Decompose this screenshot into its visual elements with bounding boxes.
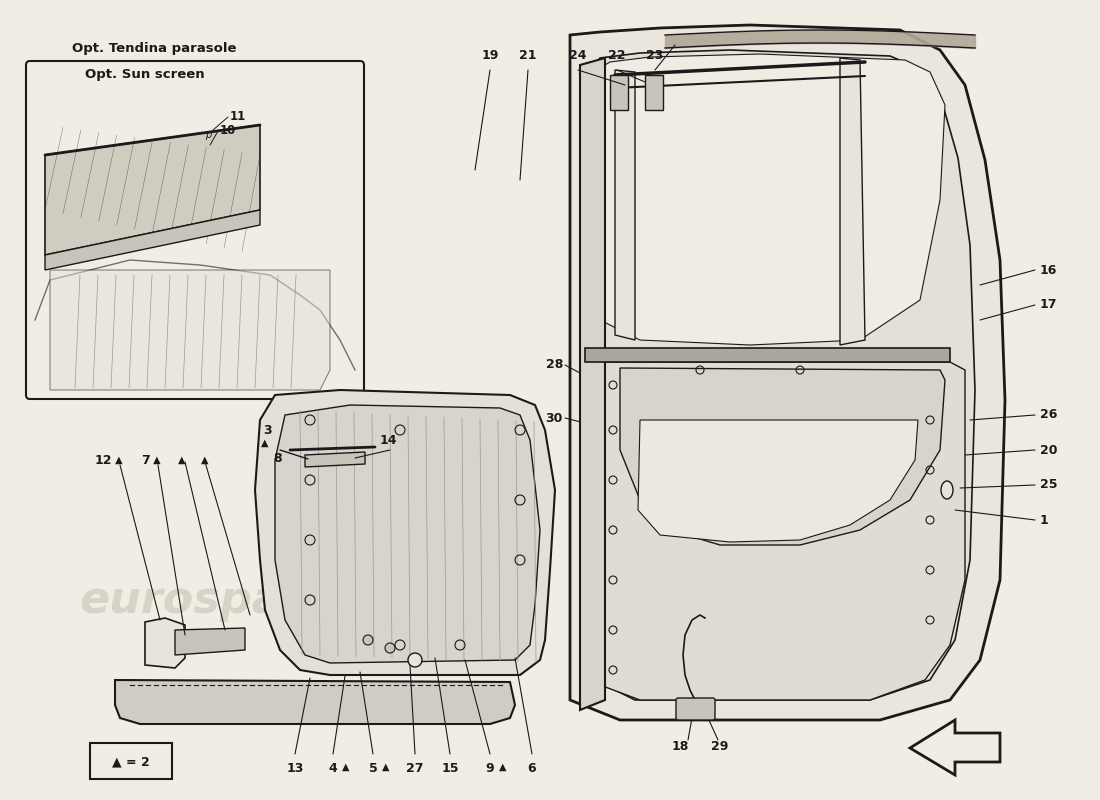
Text: ▲: ▲ bbox=[178, 455, 186, 465]
Text: eurospares: eurospares bbox=[609, 558, 891, 602]
Text: Opt. Sun screen: Opt. Sun screen bbox=[85, 68, 205, 81]
Text: 22: 22 bbox=[608, 49, 626, 62]
Text: 8: 8 bbox=[274, 452, 283, 465]
Polygon shape bbox=[910, 720, 1000, 775]
Text: 11: 11 bbox=[230, 110, 246, 123]
Ellipse shape bbox=[940, 481, 953, 499]
Text: 12: 12 bbox=[95, 454, 112, 466]
Text: 13: 13 bbox=[286, 762, 304, 775]
Polygon shape bbox=[620, 368, 945, 545]
Text: 3: 3 bbox=[264, 424, 273, 437]
Text: 25: 25 bbox=[1040, 478, 1057, 491]
Text: 24: 24 bbox=[570, 49, 586, 62]
Text: 30: 30 bbox=[546, 411, 563, 425]
Text: 23: 23 bbox=[647, 49, 663, 62]
Polygon shape bbox=[840, 58, 865, 345]
Polygon shape bbox=[45, 125, 260, 255]
Circle shape bbox=[363, 635, 373, 645]
Text: 7: 7 bbox=[141, 454, 150, 466]
Text: 6: 6 bbox=[528, 762, 537, 775]
Text: 19: 19 bbox=[482, 49, 498, 62]
Polygon shape bbox=[45, 210, 260, 270]
Circle shape bbox=[408, 653, 422, 667]
Text: ▲: ▲ bbox=[150, 455, 161, 465]
Text: 4: 4 bbox=[329, 762, 338, 775]
Polygon shape bbox=[50, 270, 330, 390]
Circle shape bbox=[385, 643, 395, 653]
Text: 29: 29 bbox=[712, 740, 728, 753]
Text: ▲ = 2: ▲ = 2 bbox=[112, 755, 150, 769]
Polygon shape bbox=[585, 348, 950, 362]
FancyBboxPatch shape bbox=[90, 743, 172, 779]
Polygon shape bbox=[116, 680, 515, 724]
Text: 26: 26 bbox=[1040, 409, 1057, 422]
Polygon shape bbox=[600, 362, 965, 700]
Text: ▲: ▲ bbox=[112, 455, 122, 465]
Polygon shape bbox=[638, 420, 918, 542]
Text: 18: 18 bbox=[671, 740, 689, 753]
Polygon shape bbox=[275, 405, 540, 663]
Text: 16: 16 bbox=[1040, 263, 1057, 277]
Polygon shape bbox=[615, 70, 635, 340]
Text: 21: 21 bbox=[519, 49, 537, 62]
Polygon shape bbox=[570, 25, 1005, 720]
Text: 28: 28 bbox=[546, 358, 563, 371]
Polygon shape bbox=[145, 618, 185, 668]
Text: p: p bbox=[205, 130, 211, 140]
Bar bbox=[610, 75, 628, 110]
Bar bbox=[645, 75, 663, 110]
Polygon shape bbox=[600, 54, 945, 345]
Text: 17: 17 bbox=[1040, 298, 1057, 311]
Text: 5: 5 bbox=[368, 762, 377, 775]
Text: 1: 1 bbox=[1040, 514, 1048, 526]
Polygon shape bbox=[580, 58, 605, 710]
Text: ▲: ▲ bbox=[342, 762, 350, 772]
Polygon shape bbox=[175, 628, 245, 655]
Text: eurospares: eurospares bbox=[79, 578, 361, 622]
Text: ▲: ▲ bbox=[383, 762, 389, 772]
FancyBboxPatch shape bbox=[676, 698, 715, 720]
Polygon shape bbox=[595, 50, 975, 700]
Text: ▲: ▲ bbox=[499, 762, 507, 772]
Text: ▲: ▲ bbox=[201, 455, 209, 465]
Text: 27: 27 bbox=[406, 762, 424, 775]
Text: ▲: ▲ bbox=[262, 438, 268, 448]
FancyBboxPatch shape bbox=[26, 61, 364, 399]
Text: Opt. Tendina parasole: Opt. Tendina parasole bbox=[72, 42, 236, 55]
Polygon shape bbox=[305, 452, 365, 467]
Polygon shape bbox=[255, 390, 556, 675]
Text: 15: 15 bbox=[441, 762, 459, 775]
Text: 20: 20 bbox=[1040, 443, 1057, 457]
Text: 10: 10 bbox=[220, 125, 236, 138]
Text: 9: 9 bbox=[486, 762, 494, 775]
Text: 14: 14 bbox=[379, 434, 397, 446]
